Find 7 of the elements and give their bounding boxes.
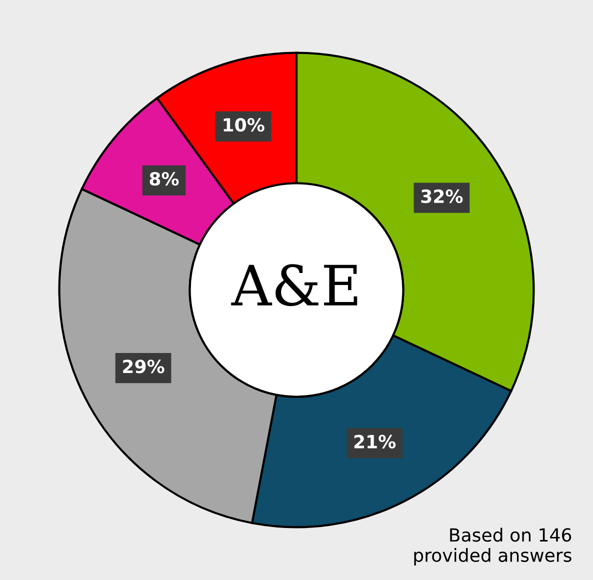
data-label: 10% bbox=[224, 118, 264, 132]
data-label: 8% bbox=[150, 172, 179, 186]
text: Based on 146 provided answers bbox=[414, 528, 572, 566]
data-label: 21% bbox=[354, 434, 396, 448]
text: A&E bbox=[231, 264, 358, 306]
data-label: 32% bbox=[421, 189, 463, 204]
data-label: 29% bbox=[123, 360, 164, 374]
